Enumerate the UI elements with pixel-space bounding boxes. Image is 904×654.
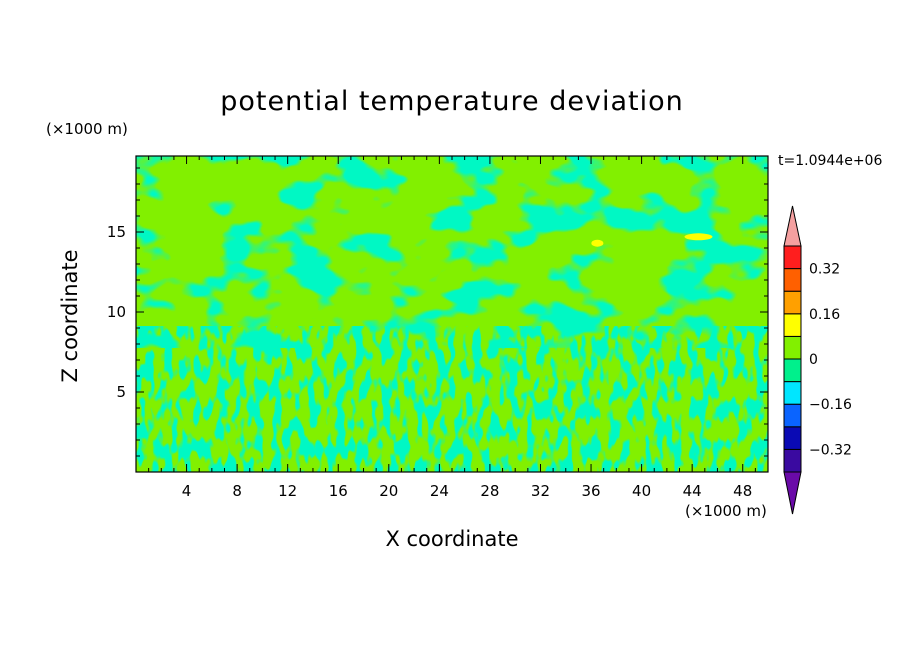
x-tick-label: 16: [329, 482, 348, 500]
y-axis-unit: (×1000 m): [46, 120, 128, 138]
colorbar-band: [783, 335, 802, 360]
colorbar-tick-label: −0.16: [809, 397, 852, 413]
y-tick-label: 10: [107, 303, 126, 321]
x-tick-label: 40: [632, 482, 651, 500]
colorbar-band: [783, 426, 802, 450]
colorbar-band: [783, 358, 802, 383]
colorbar-tick-label: 0.32: [809, 262, 840, 278]
chart-title: potential temperature deviation: [220, 86, 684, 117]
colorbar-tick-label: 0.16: [809, 307, 840, 323]
positive-extreme-patch: [591, 239, 604, 247]
colorbar-band: [783, 448, 802, 473]
positive-extreme-patch: [684, 233, 713, 241]
colorbar-band: [783, 313, 802, 337]
colorbar-band: [783, 381, 802, 405]
x-tick-label: 44: [683, 482, 702, 500]
x-tick-label: 24: [430, 482, 449, 500]
colorbar-band: [783, 268, 802, 292]
stratified-layer: [136, 156, 768, 348]
x-tick-label: 48: [733, 482, 752, 500]
colorbar-max-arrow: [783, 205, 802, 247]
x-axis-label: X coordinate: [385, 527, 519, 551]
y-tick-label: 5: [116, 383, 126, 401]
x-tick-label: 28: [480, 482, 499, 500]
turbulent-layer: [136, 326, 768, 472]
x-tick-label: 12: [278, 482, 297, 500]
colorbar-min-arrow: [783, 471, 802, 515]
time-label: t=1.0944e+06: [778, 153, 883, 169]
x-tick-label: 8: [232, 482, 242, 500]
x-axis-unit: (×1000 m): [685, 502, 767, 520]
colorbar-tick-label: −0.32: [809, 442, 852, 458]
colorbar-band: [783, 245, 802, 270]
y-tick-label: 15: [107, 223, 126, 241]
x-tick-label: 20: [379, 482, 398, 500]
colorbar-band: [783, 403, 802, 428]
colorbar-band: [783, 290, 802, 315]
colorbar-tick-label: 0: [809, 352, 818, 368]
x-tick-label: 32: [531, 482, 550, 500]
x-tick-label: 4: [182, 482, 192, 500]
x-tick-label: 36: [581, 482, 600, 500]
